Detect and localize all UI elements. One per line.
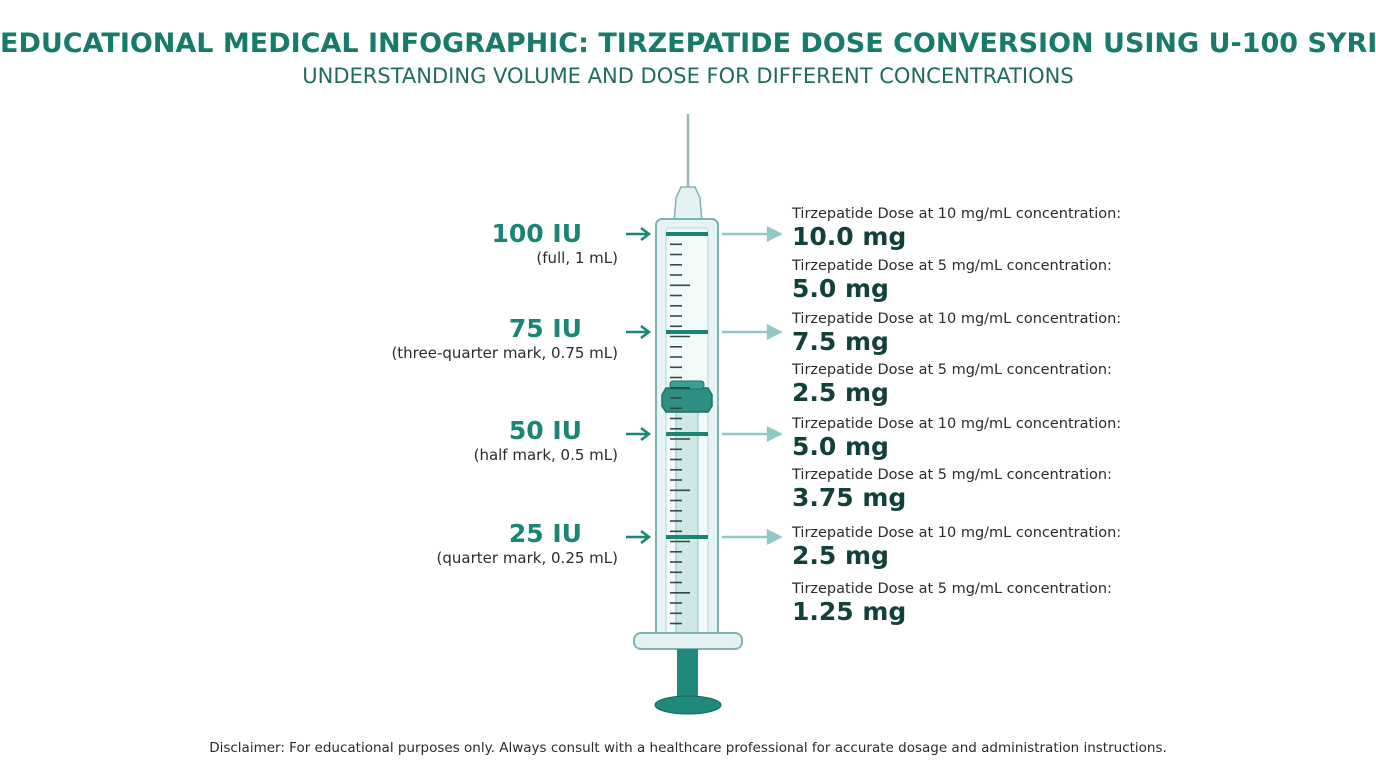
dose-value: 3.75 mg — [792, 483, 907, 512]
dose-75-10mg: Tirzepatide Dose at 10 mg/mL concentrati… — [792, 310, 1121, 356]
dose-value: 2.5 mg — [792, 541, 889, 570]
mark-note: (full, 1 mL) — [536, 249, 618, 267]
page-title: EDUCATIONAL MEDICAL INFOGRAPHIC: TIRZEPA… — [0, 28, 1376, 59]
syringe-stem — [677, 649, 698, 701]
dose-value: 5.0 mg — [792, 432, 889, 461]
mark-100-label: 100 IU (full, 1 mL) — [492, 220, 619, 268]
right-arrows — [722, 225, 783, 546]
syringe-hub — [673, 186, 703, 223]
mark-iu-value: 100 IU — [491, 219, 583, 248]
dose-value: 10.0 mg — [792, 222, 907, 251]
mark-note: (three-quarter mark, 0.75 mL) — [391, 344, 618, 362]
syringe-graduations — [670, 243, 690, 635]
dose-caption: Tirzepatide Dose at 10 mg/mL concentrati… — [792, 311, 1122, 327]
mark-50-label: 50 IU (half mark, 0.5 mL) — [474, 417, 618, 465]
dose-value: 2.5 mg — [792, 378, 889, 407]
dose-caption: Tirzepatide Dose at 5 mg/mL concentratio… — [792, 258, 1112, 274]
dose-25-10mg: Tirzepatide Dose at 10 mg/mL concentrati… — [792, 524, 1121, 570]
mark-note: (quarter mark, 0.25 mL) — [436, 549, 618, 567]
dose-value: 1.25 mg — [792, 597, 907, 626]
dose-100-10mg: Tirzepatide Dose at 10 mg/mL concentrati… — [792, 205, 1121, 251]
disclaimer-text: Disclaimer: For educational purposes onl… — [209, 740, 1167, 756]
dose-caption: Tirzepatide Dose at 10 mg/mL concentrati… — [792, 416, 1122, 432]
dose-50-10mg: Tirzepatide Dose at 10 mg/mL concentrati… — [792, 415, 1121, 461]
syringe-plunger-rod — [675, 404, 699, 640]
mark-note: (half mark, 0.5 mL) — [473, 446, 618, 464]
dose-75-5mg: Tirzepatide Dose at 5 mg/mL concentratio… — [792, 361, 1112, 407]
syringe-major-marks — [666, 232, 708, 539]
mark-iu-value: 50 IU — [508, 416, 582, 445]
dose-caption: Tirzepatide Dose at 10 mg/mL concentrati… — [792, 206, 1122, 222]
dose-caption: Tirzepatide Dose at 5 mg/mL concentratio… — [792, 467, 1112, 483]
dose-caption: Tirzepatide Dose at 5 mg/mL concentratio… — [792, 581, 1112, 597]
dose-25-5mg: Tirzepatide Dose at 5 mg/mL concentratio… — [792, 580, 1112, 626]
dose-value: 5.0 mg — [792, 274, 889, 303]
dose-caption: Tirzepatide Dose at 5 mg/mL concentratio… — [792, 362, 1112, 378]
mark-iu-value: 75 IU — [508, 314, 582, 343]
dose-caption: Tirzepatide Dose at 10 mg/mL concentrati… — [792, 525, 1122, 541]
mark-25-label: 25 IU (quarter mark, 0.25 mL) — [437, 520, 618, 568]
syringe-thumb-press — [654, 695, 722, 715]
syringe-plunger-head — [661, 387, 713, 413]
mark-75-label: 75 IU (three-quarter mark, 0.75 mL) — [391, 315, 618, 363]
page-subtitle: UNDERSTANDING VOLUME AND DOSE FOR DIFFER… — [302, 64, 1074, 88]
dose-value: 7.5 mg — [792, 327, 889, 356]
left-arrows — [626, 227, 652, 544]
dose-50-5mg: Tirzepatide Dose at 5 mg/mL concentratio… — [792, 466, 1112, 512]
syringe-flange — [633, 632, 743, 650]
mark-iu-value: 25 IU — [508, 519, 582, 548]
dose-100-5mg: Tirzepatide Dose at 5 mg/mL concentratio… — [792, 257, 1112, 303]
